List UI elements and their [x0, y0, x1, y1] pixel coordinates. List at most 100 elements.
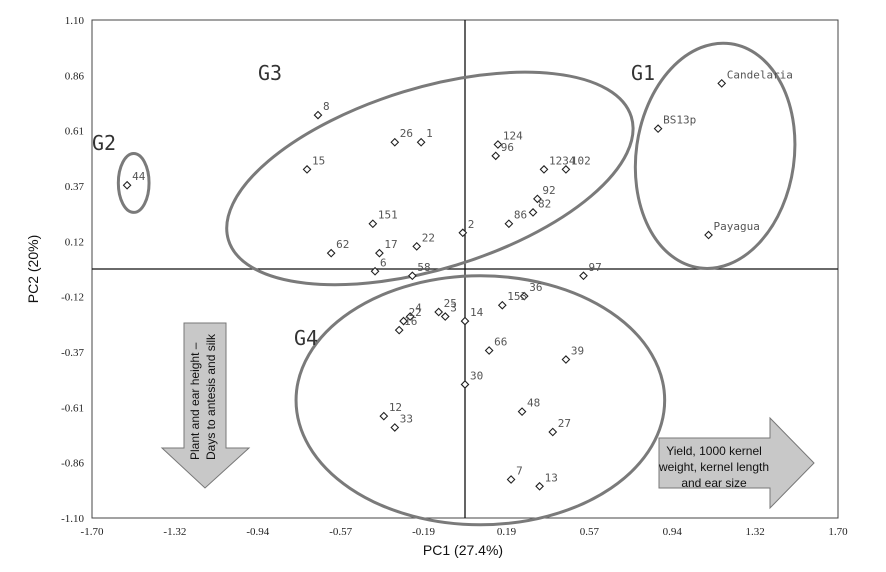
- data-point: [579, 271, 588, 281]
- data-point: [704, 230, 713, 240]
- point-label: 97: [588, 261, 601, 274]
- data-point: [440, 312, 450, 321]
- data-point: [528, 208, 538, 217]
- group-label-g3: G3: [258, 61, 282, 85]
- x-tick-label: 1.32: [745, 526, 764, 538]
- point-label: 7: [516, 465, 523, 478]
- data-point: [717, 79, 727, 88]
- point-label: 153: [507, 290, 527, 303]
- data-point: [368, 219, 378, 229]
- point-label: 15: [312, 154, 325, 167]
- x-tick-labels: -1.70 -1.32 -0.94 -0.57 -0.19 0.19 0.57 0.94 1.3…: [81, 526, 849, 538]
- point-label: 8: [323, 100, 330, 113]
- x-tick-label: 0.57: [580, 526, 600, 538]
- down-arrow-annotation: Plant and ear height – Days to antesis a…: [160, 322, 251, 489]
- point-label: 3: [450, 302, 457, 315]
- group-ellipse-g3: [225, 70, 635, 287]
- y-tick-label: -0.37: [61, 347, 84, 359]
- point-label: 58: [417, 261, 430, 274]
- point-label: 48: [527, 397, 540, 410]
- right-arrow-text-1: Yield, 1000 kernel: [666, 444, 762, 458]
- point-label: Payagua: [714, 220, 760, 233]
- point-label: 26: [400, 127, 413, 140]
- data-point: [517, 407, 527, 416]
- data-point: [497, 300, 507, 310]
- x-tick-label: -0.57: [329, 526, 352, 538]
- x-tick-label: -1.70: [81, 526, 104, 538]
- y-tick-label: 0.12: [65, 236, 84, 248]
- data-point: [460, 380, 470, 389]
- data-point: [399, 316, 408, 326]
- point-label: 6: [380, 256, 387, 269]
- group-ellipse-g2: [116, 152, 151, 214]
- point-label: 66: [494, 335, 507, 348]
- point-label: 22: [409, 306, 422, 319]
- point-label: 36: [529, 281, 542, 294]
- data-point: [533, 194, 542, 204]
- point-label: 12: [389, 401, 402, 414]
- point-label: 82: [538, 197, 551, 210]
- data-point: [122, 180, 132, 190]
- data-point: [379, 411, 389, 421]
- x-tick-label: -0.94: [246, 526, 269, 538]
- y-axis-title: PC2 (20%): [25, 235, 41, 303]
- right-arrow-text-2: weight, kernel length: [658, 460, 769, 474]
- y-tick-label: 0.37: [65, 181, 85, 193]
- data-point: [504, 219, 514, 229]
- data-point: [493, 140, 503, 149]
- data-point: [491, 151, 501, 161]
- point-label: BS13p: [663, 114, 696, 127]
- data-point: [416, 137, 426, 147]
- data-point: [405, 312, 415, 321]
- data-point: [370, 266, 380, 276]
- data-point: [539, 165, 549, 174]
- data-point: [458, 228, 468, 238]
- data-point: [535, 481, 544, 491]
- data-point: [390, 137, 400, 147]
- down-arrow-shape: [160, 322, 251, 489]
- point-label: 22: [422, 231, 435, 244]
- data-point: [519, 291, 529, 301]
- group-ellipses: G1 G2 G3 G4: [92, 41, 797, 527]
- group-ellipse-g1: [633, 41, 797, 270]
- point-label: 1234: [549, 154, 576, 167]
- point-label: 17: [384, 238, 397, 251]
- point-label: 151: [378, 209, 398, 222]
- point-label: 16: [404, 315, 417, 328]
- data-point: [375, 248, 384, 258]
- y-tick-labels: 1.10 0.86 0.61 0.37 0.12 -0.12 -0.37 -0.61 -0.86…: [61, 15, 84, 525]
- point-label: 62: [336, 238, 349, 251]
- data-point: [653, 124, 663, 134]
- x-tick-label: 0.19: [497, 526, 517, 538]
- data-point: [434, 307, 444, 317]
- y-tick-label: -1.10: [61, 513, 84, 525]
- x-tick-label: 0.94: [663, 526, 683, 538]
- data-point: [302, 165, 312, 174]
- x-tick-label: -0.19: [412, 526, 435, 538]
- down-arrow-text-2: Days to antesis and silk: [204, 333, 218, 460]
- point-label: 2: [468, 218, 475, 231]
- point-label: 92: [542, 184, 555, 197]
- point-label: 44: [132, 170, 146, 183]
- point-label: 1: [426, 127, 433, 140]
- group-label-g4: G4: [294, 326, 318, 350]
- x-tick-label: -1.32: [163, 526, 186, 538]
- point-label: 124: [503, 130, 523, 143]
- y-tick-label: 0.61: [65, 126, 84, 138]
- data-point: [313, 110, 323, 120]
- data-point: [326, 248, 336, 258]
- point-label: 27: [558, 417, 571, 430]
- data-point: [548, 427, 558, 437]
- group-label-g2: G2: [92, 131, 116, 155]
- y-tick-label: 0.86: [65, 70, 85, 82]
- x-axis-title: PC1 (27.4%): [423, 542, 503, 558]
- point-label: 102: [571, 154, 591, 167]
- group-label-g1: G1: [631, 61, 655, 85]
- group-ellipse-g4: [294, 274, 667, 527]
- data-point: [390, 423, 400, 432]
- x-tick-label: 1.70: [828, 526, 848, 538]
- point-label: 96: [501, 141, 514, 154]
- right-arrow-text-3: and ear size: [681, 476, 747, 490]
